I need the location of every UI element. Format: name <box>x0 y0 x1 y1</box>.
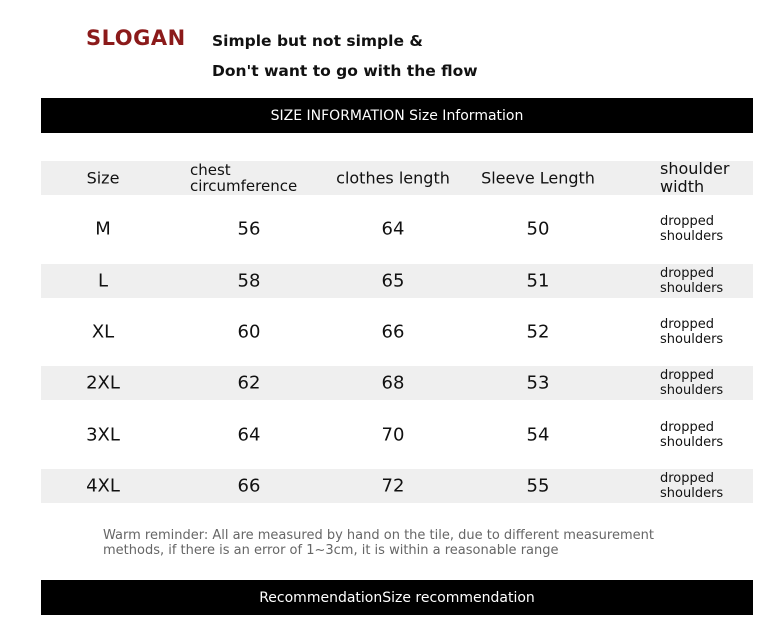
table-cell: 66 <box>237 475 261 497</box>
column-header: chest circumference <box>190 161 298 195</box>
tagline: Don't want to go with the flow <box>212 62 478 80</box>
table-cell: L <box>97 270 109 292</box>
size-banner: SIZE INFORMATION Size Information <box>41 98 753 133</box>
table-cell: XL <box>91 321 115 343</box>
header-band <box>41 161 753 195</box>
table-cell: 4XL <box>86 475 120 497</box>
table-cell: 58 <box>237 270 261 292</box>
row-band <box>41 263 753 298</box>
row-band <box>41 468 753 503</box>
row-band <box>41 366 753 401</box>
reminder: Warm reminder: All are measured by hand … <box>103 528 654 558</box>
table-cell: dropped shoulders <box>660 214 724 245</box>
table-cell: 3XL <box>86 424 120 445</box>
column-header: clothes length <box>336 168 450 188</box>
table-cell: dropped shoulders <box>660 368 724 399</box>
table-cell: M <box>95 218 111 240</box>
table-cell: dropped shoulders <box>660 470 724 501</box>
table-cell: dropped shoulders <box>660 419 724 450</box>
table-cell: 52 <box>526 321 550 343</box>
table-cell: 53 <box>526 372 550 394</box>
table-cell: 72 <box>381 475 405 497</box>
tagline: Simple but not simple & <box>212 32 423 50</box>
table-cell: 60 <box>237 321 261 343</box>
column-header: shoulder width <box>660 159 730 196</box>
table-cell: 66 <box>381 321 405 343</box>
recommendation-banner: RecommendationSize recommendation <box>41 580 753 615</box>
table-cell: 50 <box>526 218 550 240</box>
table-cell: 55 <box>526 475 550 497</box>
table-cell: 68 <box>381 372 405 394</box>
table-cell: 64 <box>237 424 261 445</box>
table-cell: 51 <box>526 270 550 292</box>
table-cell: 70 <box>381 424 405 445</box>
slogan: SLOGAN <box>86 26 186 50</box>
table-cell: 64 <box>381 218 405 240</box>
table-cell: 56 <box>237 218 261 240</box>
table-cell: dropped shoulders <box>660 316 724 347</box>
table-cell: 54 <box>526 424 550 445</box>
table-cell: 65 <box>381 270 405 292</box>
column-header: Size <box>86 168 120 188</box>
table-cell: dropped shoulders <box>660 265 724 296</box>
column-header: Sleeve Length <box>481 168 595 188</box>
table-cell: 62 <box>237 372 261 394</box>
table-cell: 2XL <box>86 372 120 394</box>
